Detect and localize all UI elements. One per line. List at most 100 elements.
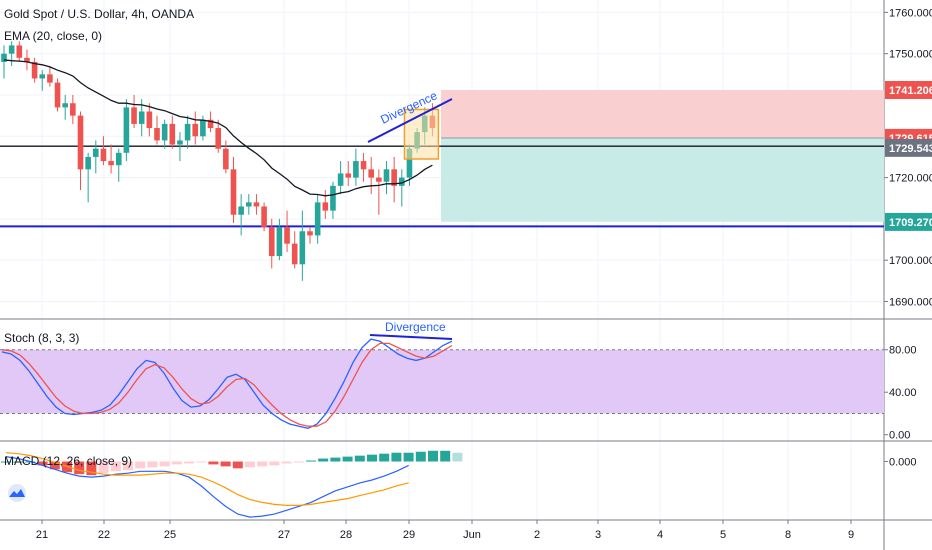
macd-histogram-bar (452, 452, 463, 462)
price-tag-label: 1709.270 (889, 217, 932, 229)
candle-body (391, 169, 397, 186)
candle-body (230, 169, 237, 215)
candle-body (322, 202, 329, 211)
candle-body (85, 156, 91, 170)
candle-body (246, 202, 252, 207)
price-tag (885, 212, 932, 231)
candle-body (47, 74, 53, 83)
macd-histogram-bar (1, 461, 11, 463)
candle-body (299, 231, 306, 265)
candle-body (200, 119, 206, 137)
macd-histogram-bar (415, 451, 426, 462)
time-tick-label: 22 (98, 529, 110, 541)
candle-body (284, 227, 290, 244)
time-tick-label: Jun (463, 529, 481, 541)
candle-body (8, 45, 15, 54)
time-tick-label: 27 (278, 529, 290, 541)
macd-histogram-bar (403, 452, 414, 462)
stoch-divergence-line (369, 334, 453, 340)
symbol-title: Gold Spot / U.S. Dollar, 4h, OANDA (4, 7, 195, 21)
macd-histogram-bar (306, 460, 316, 462)
macd-histogram-bar (281, 461, 292, 464)
time-tick-label: 29 (403, 529, 415, 541)
macd-histogram-bar (86, 461, 97, 476)
macd-histogram-bar (74, 461, 85, 475)
candle-body (368, 169, 374, 178)
time-tick-label: 4 (657, 529, 663, 541)
candle-body (215, 128, 221, 149)
price-tick-label: 1760.000 (889, 7, 932, 19)
macd-histogram-bar (171, 461, 182, 465)
time-tick-label: 5 (720, 529, 726, 541)
candle-body (207, 119, 214, 129)
candle-body (276, 227, 283, 257)
candle-body (238, 206, 244, 215)
candle-body (77, 115, 84, 170)
time-tick-label: 2 (534, 529, 540, 541)
macd-histogram-bar (159, 461, 170, 467)
candle-body (100, 148, 107, 162)
candle-body (223, 148, 229, 170)
candle-body (123, 107, 130, 153)
macd-histogram-bar (208, 461, 219, 465)
macd-histogram-bar (37, 461, 48, 466)
ema-legend: EMA (20, close, 0) (4, 29, 103, 43)
macd-line (5, 456, 409, 518)
macd-histogram-bar (49, 461, 60, 470)
macd-histogram-bar (440, 450, 451, 462)
price-tag (885, 138, 932, 157)
macd-tick-label: 0.000 (889, 457, 917, 469)
candle-body (16, 45, 23, 58)
candle-body (383, 169, 390, 182)
macd-histogram-bar (330, 457, 341, 462)
tradingview-logo-icon[interactable] (6, 484, 28, 502)
macd-histogram-bar (184, 461, 194, 464)
candle-body (406, 148, 413, 178)
candle-body (108, 161, 114, 166)
price-tag-label: 1741.206 (889, 85, 932, 97)
candle-body (307, 231, 313, 236)
time-tick-label: 9 (848, 529, 854, 541)
macd-histogram-bar (123, 461, 133, 471)
candle-body (177, 140, 183, 145)
ema-line (3, 59, 433, 197)
stoch-band (0, 349, 884, 414)
candle-body (376, 177, 382, 182)
candle-body (253, 202, 260, 207)
price-tag (885, 81, 932, 100)
candle-body (169, 123, 176, 145)
macd-histogram-bar (98, 461, 109, 474)
macd-histogram-bar (269, 461, 280, 466)
divergence-trendline (367, 98, 453, 143)
macd-histogram-bar (428, 450, 438, 462)
macd-histogram-bar (354, 455, 365, 462)
candle-body (138, 111, 145, 124)
candle-body (146, 111, 153, 129)
candle-body (291, 243, 298, 265)
time-tick-label: 25 (164, 529, 176, 541)
macd-histogram-bar (220, 461, 231, 467)
time-tick-label: 28 (340, 529, 352, 541)
macd-histogram-bar (110, 461, 121, 472)
price-tag-label: 1729.543 (889, 143, 932, 155)
candle-body (54, 82, 61, 108)
candle-body (399, 177, 405, 186)
macd-histogram-bar (257, 461, 268, 467)
take-profit-zone (441, 137, 884, 222)
stoch-tick-label: 40.00 (889, 387, 917, 399)
candle-body (93, 148, 99, 157)
candle-body (161, 123, 168, 141)
macd-histogram-bar (342, 456, 353, 462)
candle-body (353, 161, 359, 178)
stoch-d-line (1, 342, 453, 427)
candle-body (62, 103, 68, 108)
stoch-k-line (1, 338, 453, 429)
macd-histogram-bar (147, 461, 158, 468)
candle-body (330, 185, 336, 211)
divergence-highlight-box (403, 108, 440, 160)
time-tick-label: 3 (595, 529, 601, 541)
macd-legend: MACD (12, 26, close, 9) (4, 454, 133, 468)
candle-body (39, 74, 46, 79)
candle-body (345, 173, 352, 178)
